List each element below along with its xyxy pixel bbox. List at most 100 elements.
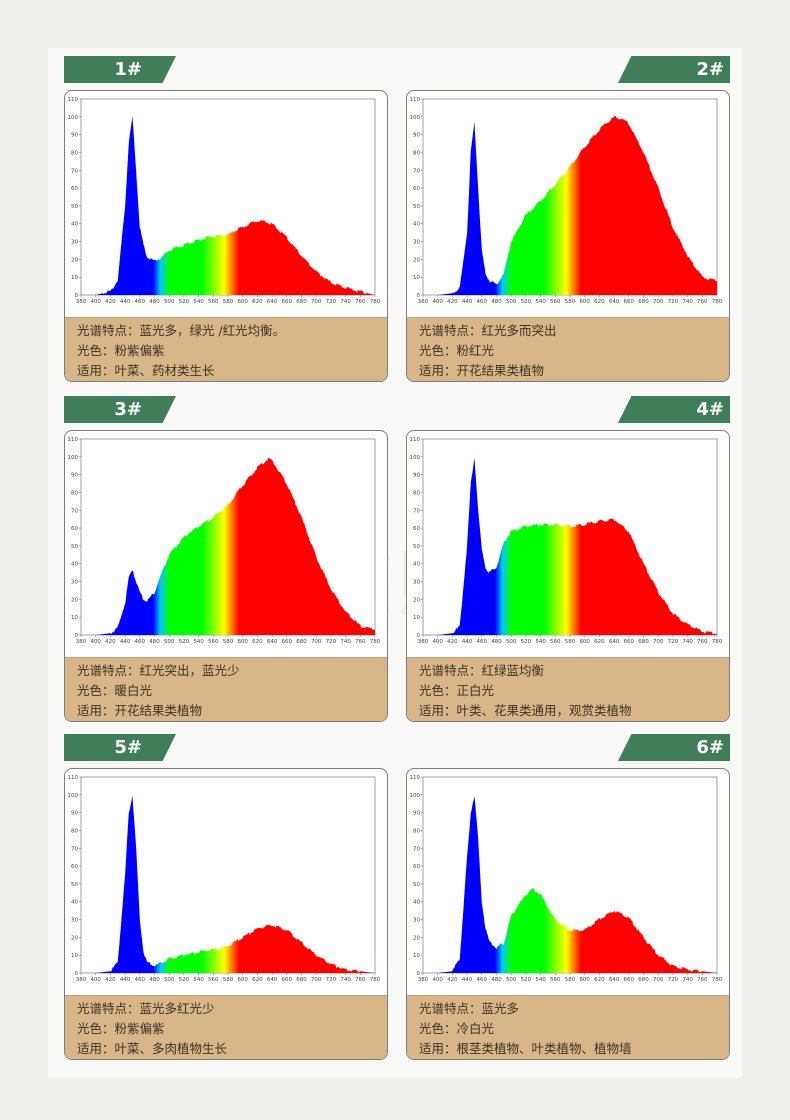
y-tick-label: 0 <box>75 293 79 299</box>
x-tick-label: 440 <box>120 639 131 645</box>
y-tick-label: 110 <box>410 97 421 103</box>
y-tick-label: 40 <box>71 900 78 906</box>
y-tick-label: 110 <box>68 97 79 103</box>
x-tick-label: 720 <box>668 639 679 645</box>
x-tick-label: 520 <box>521 977 532 983</box>
light-color-text: 光色：粉紫偏紫 <box>77 343 165 358</box>
y-tick-label: 60 <box>413 526 420 532</box>
x-tick-label: 560 <box>208 299 219 305</box>
x-tick-label: 500 <box>506 639 517 645</box>
x-tick-label: 380 <box>418 977 429 983</box>
x-tick-label: 680 <box>638 977 649 983</box>
light-color-text: 光色：冷白光 <box>419 1021 495 1036</box>
spectrum-chart: 380 400 420 440 460 480 500 520 540 560 580 600 620 6… <box>68 775 381 983</box>
y-tick-label: 20 <box>71 597 78 603</box>
y-tick-label: 10 <box>413 953 420 959</box>
x-tick-label: 640 <box>609 639 620 645</box>
x-tick-label: 720 <box>668 299 679 305</box>
y-tick-label: 40 <box>71 222 78 228</box>
spectrum-card-1: 1# 380 400 420 440 460 480 500 520 540 560 580 600 6… <box>64 56 388 382</box>
card-frame: 380 400 420 440 460 480 500 520 540 560 580 600 620 6… <box>64 768 388 1060</box>
x-tick-label: 580 <box>223 639 234 645</box>
x-tick-label: 460 <box>135 299 146 305</box>
y-tick-label: 80 <box>413 490 420 496</box>
y-tick-label: 20 <box>71 935 78 941</box>
y-tick-label: 90 <box>413 133 420 139</box>
y-tick-label: 70 <box>71 846 78 852</box>
x-tick-label: 400 <box>90 639 101 645</box>
x-tick-label: 420 <box>105 639 116 645</box>
spectrum-card-3: 3# 380 400 420 440 460 480 500 520 540 560 580 600 6… <box>64 396 388 722</box>
x-tick-label: 740 <box>682 639 693 645</box>
x-tick-label: 380 <box>76 299 87 305</box>
card-description: 光谱特点：红光突出，蓝光少 光色：暖白光 适用：开花结果类植物 <box>65 657 387 721</box>
x-tick-label: 660 <box>624 977 635 983</box>
x-tick-label: 440 <box>120 299 131 305</box>
y-tick-label: 0 <box>75 971 79 977</box>
spectrum-chart: 380 400 420 440 460 480 500 520 540 560 580 600 620 6… <box>68 97 381 305</box>
y-tick-label: 20 <box>413 935 420 941</box>
y-tick-label: 80 <box>413 150 420 156</box>
y-tick-label: 60 <box>71 186 78 192</box>
x-tick-label: 620 <box>252 639 263 645</box>
x-tick-label: 760 <box>697 977 708 983</box>
y-tick-label: 10 <box>413 275 420 281</box>
y-tick-label: 30 <box>413 240 420 246</box>
x-tick-label: 420 <box>447 977 458 983</box>
x-tick-label: 420 <box>447 299 458 305</box>
spectrum-card-5: 5# 380 400 420 440 460 480 500 520 540 560 580 600 6… <box>64 734 388 1060</box>
y-tick-label: 10 <box>71 615 78 621</box>
x-tick-label: 520 <box>521 639 532 645</box>
spectrum-area <box>423 796 717 973</box>
card-label: 1# <box>64 56 176 83</box>
x-tick-label: 700 <box>311 299 322 305</box>
x-tick-label: 680 <box>638 639 649 645</box>
y-tick-label: 70 <box>413 168 420 174</box>
card-label: 6# <box>618 734 730 761</box>
y-tick-label: 0 <box>75 633 79 639</box>
y-tick-label: 20 <box>71 257 78 263</box>
x-tick-label: 400 <box>432 639 443 645</box>
spectrum-features-text: 光谱特点：红绿蓝均衡 <box>419 663 545 678</box>
x-tick-label: 680 <box>296 977 307 983</box>
x-tick-label: 620 <box>594 977 605 983</box>
x-tick-label: 600 <box>237 639 248 645</box>
spectrum-features-text: 光谱特点：蓝光多红光少 <box>77 1001 215 1016</box>
x-tick-label: 600 <box>579 639 590 645</box>
usage-text: 适用：根茎类植物、叶类植物、植物墙 <box>419 1041 632 1056</box>
x-tick-label: 380 <box>76 639 87 645</box>
x-tick-label: 540 <box>193 299 204 305</box>
x-tick-label: 720 <box>326 299 337 305</box>
usage-text: 适用：叶菜、药材类生长 <box>77 363 215 378</box>
y-tick-label: 90 <box>413 811 420 817</box>
x-tick-label: 580 <box>565 977 576 983</box>
card-label: 4# <box>618 396 730 423</box>
light-color-text: 光色：粉红光 <box>419 343 495 358</box>
x-tick-label: 620 <box>252 977 263 983</box>
y-tick-label: 70 <box>413 508 420 514</box>
x-tick-label: 760 <box>697 639 708 645</box>
y-tick-label: 100 <box>410 115 421 121</box>
x-tick-label: 660 <box>282 299 293 305</box>
y-tick-label: 0 <box>417 971 421 977</box>
x-tick-label: 660 <box>282 977 293 983</box>
spectrum-features-text: 光谱特点：蓝光多，绿光 /红光均衡。 <box>77 323 286 338</box>
spectrum-area <box>423 115 717 295</box>
y-tick-label: 40 <box>413 562 420 568</box>
x-tick-label: 760 <box>355 977 366 983</box>
x-tick-label: 580 <box>565 639 576 645</box>
y-tick-label: 100 <box>410 793 421 799</box>
y-tick-label: 80 <box>71 490 78 496</box>
x-tick-label: 540 <box>535 977 546 983</box>
card-description: 光谱特点：蓝光多，绿光 /红光均衡。 光色：粉紫偏紫 适用：叶菜、药材类生长 <box>65 317 387 381</box>
card-frame: 380 400 420 440 460 480 500 520 540 560 580 600 620 6… <box>406 768 730 1060</box>
y-tick-label: 100 <box>68 793 79 799</box>
x-tick-label: 640 <box>609 299 620 305</box>
y-tick-label: 40 <box>413 900 420 906</box>
y-tick-label: 30 <box>71 240 78 246</box>
x-tick-label: 660 <box>624 639 635 645</box>
light-color-text: 光色：暖白光 <box>77 683 153 698</box>
x-tick-label: 640 <box>267 977 278 983</box>
card-frame: 380 400 420 440 460 480 500 520 540 560 580 600 620 6… <box>406 430 730 722</box>
y-tick-label: 100 <box>410 455 421 461</box>
